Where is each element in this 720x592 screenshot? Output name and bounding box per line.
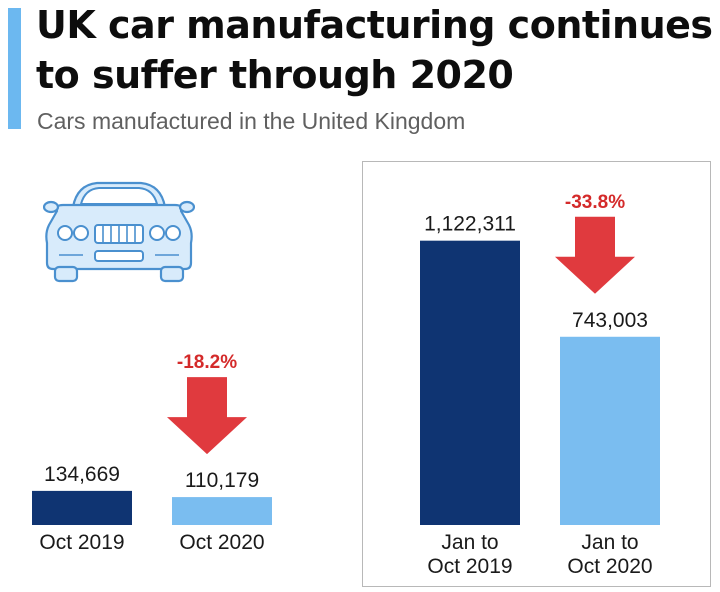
chart-subtitle: Cars manufactured in the United Kingdom xyxy=(37,108,466,134)
cumulative-panel xyxy=(362,161,711,587)
bar-jan-oct-2019 xyxy=(420,240,520,525)
data-label: 110,179 xyxy=(185,469,259,492)
bar-jan-oct-2020 xyxy=(560,336,660,525)
bar-oct-2020 xyxy=(172,497,272,525)
x-tick-label: Oct 2019 xyxy=(39,531,124,554)
data-label: 1,122,311 xyxy=(424,213,516,236)
bar-oct-2019 xyxy=(32,490,132,525)
change-label: -18.2% xyxy=(177,352,237,373)
x-tick-label: Oct 2019 xyxy=(427,555,512,578)
chart-title: UK car manufacturing continues to suffer… xyxy=(36,0,716,100)
car-front-icon xyxy=(43,181,195,283)
accent-bar xyxy=(8,8,21,129)
x-tick-label: Oct 2020 xyxy=(179,531,264,554)
down-arrow-icon xyxy=(167,377,247,455)
down-arrow-icon xyxy=(555,216,635,294)
x-tick-label: Jan to xyxy=(581,531,638,554)
data-label: 743,003 xyxy=(572,309,648,332)
title-line-2: to suffer through 2020 xyxy=(36,53,514,97)
x-tick-label: Oct 2020 xyxy=(567,555,652,578)
data-label: 134,669 xyxy=(44,463,120,486)
change-label: -33.8% xyxy=(565,192,625,213)
x-tick-label: Jan to xyxy=(441,531,498,554)
title-line-1: UK car manufacturing continues xyxy=(36,3,713,47)
